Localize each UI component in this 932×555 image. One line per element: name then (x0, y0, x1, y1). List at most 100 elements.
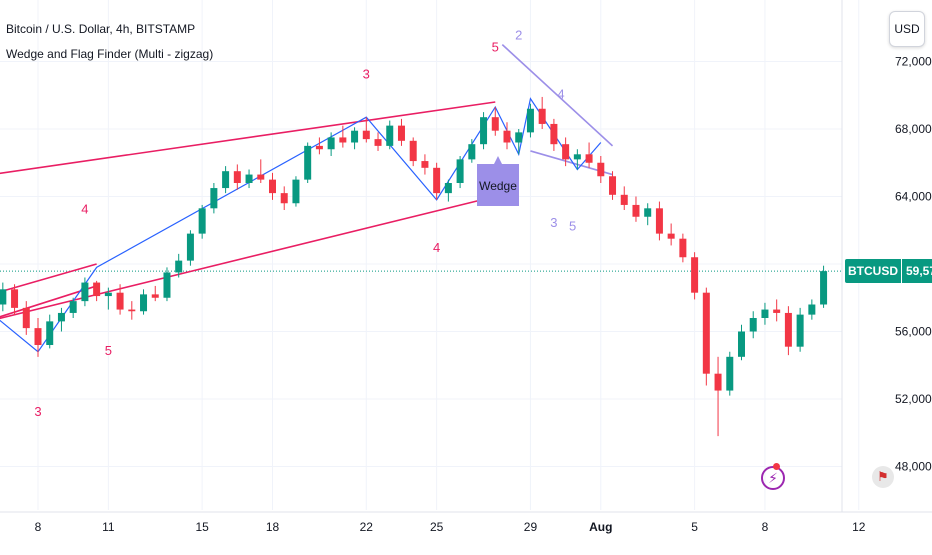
candle-body (11, 289, 19, 308)
x-tick-label: 5 (691, 520, 698, 534)
candle-body (515, 132, 523, 143)
candle-body (163, 272, 171, 298)
candle-body (609, 176, 617, 195)
candle-body (749, 318, 757, 332)
candle-body (292, 179, 300, 204)
x-tick-label: Aug (589, 520, 612, 534)
y-tick-label: 52,000 (895, 392, 932, 406)
candle-body (655, 208, 663, 234)
trendline (0, 195, 496, 320)
pattern-point-label: 4 (557, 87, 564, 102)
candle-body (573, 154, 581, 160)
candle-body (93, 282, 101, 297)
candle-body (796, 314, 804, 347)
candle-body (257, 174, 265, 180)
candle-body (104, 292, 112, 297)
candle-body (585, 154, 593, 163)
candle-body (526, 108, 534, 133)
candle-body (761, 309, 769, 318)
pattern-point-label: 5 (569, 218, 576, 233)
x-tick-label: 22 (360, 520, 374, 534)
us-flag-icon[interactable]: ⚑ (872, 466, 894, 488)
candle-body (820, 271, 828, 305)
candle-body (468, 144, 476, 160)
indicator-legend[interactable]: Wedge and Flag Finder (Multi - zigzag) (6, 47, 214, 61)
candle-body (280, 193, 288, 204)
pattern-point-label: 4 (433, 240, 440, 255)
candle-body (597, 162, 605, 177)
candle-body (644, 208, 652, 217)
notification-dot (773, 463, 780, 470)
candle-body (433, 167, 441, 194)
candle-body (222, 171, 230, 189)
trendline (501, 44, 614, 147)
last-price-tag: BTCUSD 59,578 (845, 259, 932, 283)
pattern-point-label: 3 (550, 215, 557, 230)
axes: 48,00052,00056,00060,00064,00068,00072,0… (0, 0, 932, 534)
candle-body (34, 328, 42, 345)
grid (0, 0, 860, 510)
candle-body (738, 331, 745, 357)
candle-body (679, 238, 687, 258)
pattern-labels: 24353452435 (34, 28, 576, 419)
candle-body (351, 130, 359, 143)
price-tag-symbol: BTCUSD (845, 259, 901, 283)
candle-body (620, 194, 628, 205)
y-tick-label: 48,000 (895, 460, 932, 474)
pattern-point-label: 4 (81, 201, 88, 216)
candle-body (784, 312, 792, 347)
candle-body (421, 161, 429, 168)
candle-body (22, 307, 30, 329)
y-tick-label: 56,000 (895, 325, 932, 339)
candle-body (773, 309, 781, 313)
candle-body (339, 137, 347, 143)
lightning-icon[interactable]: ⚡ (761, 466, 785, 490)
candle-body (327, 137, 335, 150)
trendline (0, 97, 602, 353)
pattern-point-label: 2 (515, 28, 522, 43)
candle-body (550, 123, 558, 145)
candle-body (808, 304, 816, 315)
x-tick-label: 18 (266, 520, 280, 534)
price-tag-value: 59,578 (901, 259, 932, 283)
candle-body (304, 145, 312, 180)
candle-body (57, 312, 65, 322)
candle-body (409, 140, 417, 162)
chart-legend-title: Bitcoin / U.S. Dollar, 4h, BITSTAMP (6, 22, 196, 36)
candle-body (233, 171, 241, 183)
x-tick-label: 8 (762, 520, 769, 534)
pattern-point-label: 5 (492, 39, 499, 54)
candle-body (726, 356, 734, 391)
candle-body (269, 179, 276, 194)
candle-body (69, 301, 77, 313)
x-tick-label: 12 (852, 520, 866, 534)
y-tick-label: 72,000 (895, 55, 932, 69)
candle-body (210, 188, 218, 209)
candle-body (0, 289, 7, 305)
candle-body (245, 174, 253, 183)
candle-body (456, 159, 464, 183)
candle-body (362, 130, 370, 140)
pattern-point-label: 3 (34, 404, 41, 419)
candle-body (46, 321, 54, 345)
pattern-point-label: 3 (363, 66, 370, 81)
candle-body (386, 125, 394, 146)
candle-body (702, 292, 710, 374)
x-tick-label: 8 (35, 520, 42, 534)
candle-body (140, 294, 148, 312)
candle-body (444, 183, 452, 194)
x-tick-label: 25 (430, 520, 444, 534)
candle-body (691, 257, 699, 293)
candles (0, 96, 828, 437)
currency-button[interactable]: USD (889, 11, 925, 47)
candle-body (714, 373, 722, 391)
candle-body (116, 292, 124, 310)
trendlines (0, 44, 614, 353)
y-tick-label: 68,000 (895, 122, 932, 136)
candle-body (397, 125, 405, 141)
candle-body (538, 108, 546, 124)
candle-body (632, 204, 640, 217)
candle-body (562, 144, 570, 160)
